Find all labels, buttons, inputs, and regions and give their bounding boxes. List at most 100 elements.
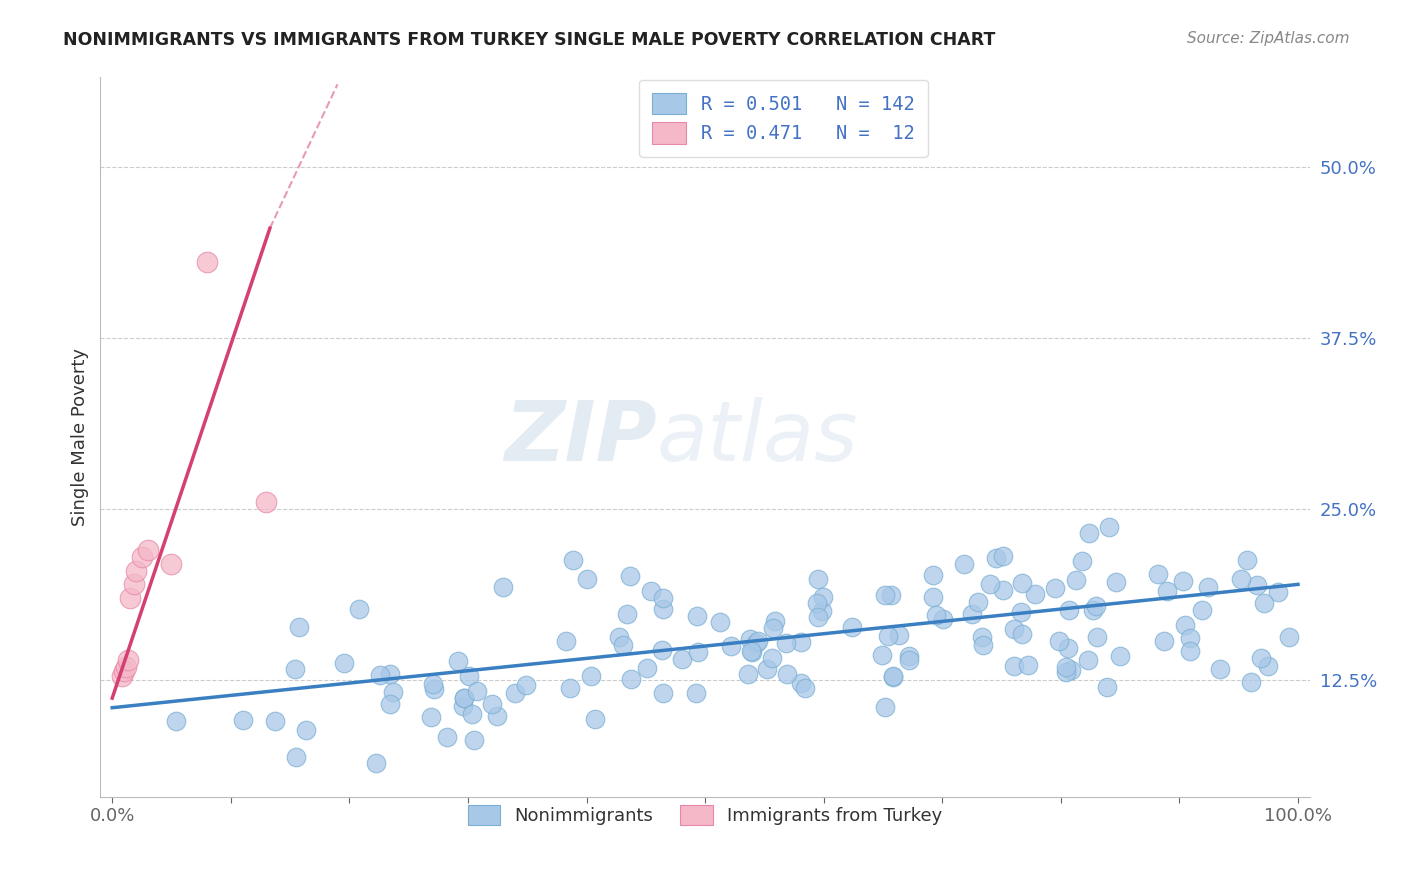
Point [953, 557, 976, 571]
Point [745, 636, 768, 650]
Point [1071, 554, 1094, 568]
Point [111, 669, 134, 683]
Point [882, 669, 904, 683]
Point [807, 572, 830, 586]
Point [561, 553, 583, 567]
Point [447, 655, 470, 669]
Point [685, 686, 707, 700]
Point [436, 731, 458, 745]
Point [1045, 581, 1067, 595]
Point [380, 667, 402, 681]
Point [368, 667, 391, 681]
Text: Source: ZipAtlas.com: Source: ZipAtlas.com [1187, 31, 1350, 46]
Text: ZIP: ZIP [505, 397, 657, 477]
Point [776, 667, 799, 681]
Point [254, 495, 277, 509]
Point [1097, 680, 1119, 694]
Point [1153, 634, 1175, 648]
Point [688, 645, 710, 659]
Point [122, 577, 145, 591]
Point [612, 638, 634, 652]
Point [461, 706, 484, 721]
Point [1060, 663, 1083, 677]
Point [652, 591, 675, 605]
Point [1002, 622, 1025, 636]
Point [485, 709, 508, 723]
Point [747, 634, 769, 648]
Point [1085, 630, 1108, 644]
Point [1109, 648, 1132, 663]
Point [1011, 575, 1033, 590]
Point [1002, 659, 1025, 673]
Point [136, 543, 159, 558]
Point [984, 550, 1007, 565]
Point [481, 697, 503, 711]
Point [118, 591, 141, 606]
Point [288, 620, 311, 634]
Point [1236, 552, 1258, 566]
Point [651, 601, 673, 615]
Point [607, 630, 630, 644]
Point [810, 604, 832, 618]
Point [1064, 573, 1087, 587]
Point [789, 635, 811, 649]
Point [465, 683, 488, 698]
Point [458, 669, 481, 683]
Point [807, 610, 830, 624]
Point [979, 577, 1001, 591]
Point [332, 656, 354, 670]
Point [737, 667, 759, 681]
Point [463, 733, 485, 747]
Point [160, 557, 183, 571]
Point [876, 629, 898, 643]
Point [125, 564, 148, 578]
Point [1180, 644, 1202, 658]
Point [115, 659, 138, 673]
Point [775, 636, 797, 650]
Point [993, 583, 1015, 598]
Point [709, 615, 731, 630]
Point [381, 685, 404, 699]
Point [1085, 599, 1108, 614]
Point [195, 255, 218, 269]
Point [579, 669, 602, 683]
Point [453, 699, 475, 714]
Point [921, 590, 943, 604]
Point [295, 723, 318, 738]
Point [1024, 587, 1046, 601]
Point [1191, 603, 1213, 617]
Point [1197, 581, 1219, 595]
Point [790, 676, 813, 690]
Point [887, 628, 910, 642]
Point [962, 607, 984, 621]
Point [640, 583, 662, 598]
Point [583, 712, 606, 726]
Point [1156, 584, 1178, 599]
Point [1178, 631, 1201, 645]
Point [165, 714, 187, 728]
Point [1253, 595, 1275, 609]
Point [619, 569, 641, 583]
Point [1209, 662, 1232, 676]
Point [873, 588, 896, 602]
Point [503, 685, 526, 699]
Point [616, 607, 638, 621]
Point [515, 678, 537, 692]
Point [285, 749, 308, 764]
Point [232, 713, 254, 727]
Point [1229, 573, 1251, 587]
Point [740, 644, 762, 658]
Point [671, 651, 693, 665]
Point [131, 549, 153, 564]
Point [1250, 651, 1272, 665]
Point [117, 653, 139, 667]
Point [1077, 526, 1099, 541]
Point [738, 632, 761, 647]
Point [870, 648, 893, 662]
Point [841, 620, 863, 634]
Point [720, 640, 742, 654]
Point [931, 611, 953, 625]
Point [755, 662, 778, 676]
Point [1054, 665, 1077, 680]
Point [636, 661, 658, 675]
